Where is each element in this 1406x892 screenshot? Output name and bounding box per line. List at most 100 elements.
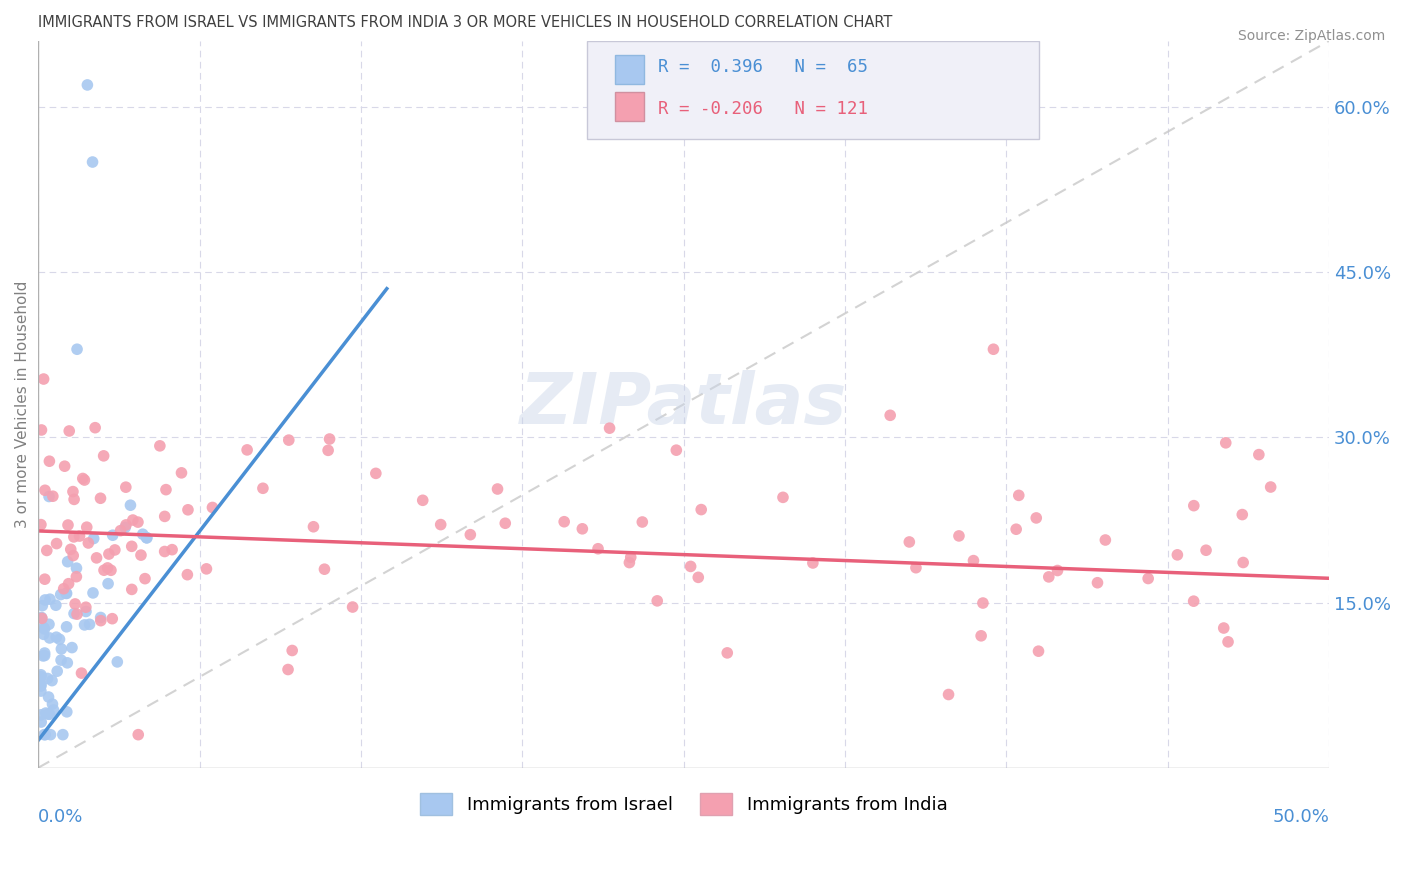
- Point: [41, 697, 63, 711]
- Point: [1005, 522, 1028, 536]
- Point: [177, 503, 200, 517]
- Point: [316, 443, 339, 458]
- Point: [70, 666, 93, 681]
- Point: [983, 343, 1005, 357]
- Point: [114, 480, 136, 494]
- Point: [34, 593, 56, 607]
- Point: [53, 459, 76, 474]
- Point: [65, 570, 87, 584]
- Point: [35, 706, 58, 720]
- Text: R = -0.206   N = 121: R = -0.206 N = 121: [658, 100, 868, 118]
- Point: [132, 527, 155, 541]
- Point: [679, 559, 702, 574]
- Point: [1212, 621, 1234, 635]
- Point: [277, 433, 299, 447]
- Point: [1038, 570, 1060, 584]
- Point: [1216, 635, 1239, 649]
- Point: [879, 409, 901, 423]
- Text: R =  0.396   N =  65: R = 0.396 N = 65: [658, 58, 868, 76]
- Point: [52, 728, 75, 742]
- Point: [342, 600, 364, 615]
- Y-axis label: 3 or more Vehicles in Household: 3 or more Vehicles in Household: [15, 281, 30, 528]
- Point: [1025, 511, 1047, 525]
- Point: [665, 443, 688, 458]
- Point: [79, 617, 101, 632]
- Point: [1028, 644, 1050, 658]
- Point: [38, 617, 60, 632]
- Point: [90, 614, 112, 628]
- Point: [72, 471, 94, 485]
- Point: [63, 492, 86, 507]
- Point: [55, 586, 77, 600]
- Point: [39, 728, 62, 742]
- Point: [32, 728, 55, 742]
- Point: [31, 611, 53, 625]
- Point: [772, 491, 794, 505]
- Point: [160, 542, 183, 557]
- Point: [121, 539, 143, 553]
- Point: [938, 688, 960, 702]
- Point: [32, 648, 55, 663]
- Point: [66, 343, 89, 357]
- Point: [38, 707, 60, 722]
- Point: [63, 607, 86, 621]
- Point: [155, 483, 177, 497]
- Point: [82, 155, 104, 169]
- Point: [129, 548, 152, 562]
- Point: [277, 663, 299, 677]
- Point: [34, 572, 56, 586]
- Point: [49, 653, 72, 667]
- Point: [1137, 572, 1160, 586]
- Point: [586, 541, 609, 556]
- Point: [429, 517, 451, 532]
- Point: [75, 605, 97, 619]
- Point: [195, 562, 218, 576]
- Point: [32, 620, 55, 634]
- Point: [97, 547, 120, 561]
- Point: [32, 372, 55, 386]
- Point: [801, 556, 824, 570]
- Point: [30, 684, 52, 698]
- Point: [121, 513, 143, 527]
- Point: [38, 690, 60, 704]
- Point: [90, 610, 112, 624]
- Point: [904, 560, 927, 574]
- Point: [32, 627, 55, 641]
- Point: [42, 703, 65, 717]
- Point: [631, 515, 654, 529]
- Point: [38, 490, 60, 504]
- Point: [51, 642, 73, 657]
- Point: [76, 78, 98, 92]
- Point: [314, 562, 336, 576]
- Point: [38, 631, 60, 645]
- Point: [34, 483, 56, 498]
- Point: [30, 677, 52, 691]
- Point: [101, 528, 124, 542]
- Point: [1046, 564, 1069, 578]
- Point: [63, 597, 86, 611]
- Point: [30, 423, 52, 437]
- Point: [49, 588, 72, 602]
- Point: [34, 622, 56, 636]
- Point: [52, 582, 75, 596]
- Point: [153, 544, 176, 558]
- Point: [688, 570, 710, 584]
- Point: [553, 515, 575, 529]
- Point: [1215, 435, 1237, 450]
- Point: [38, 592, 60, 607]
- Point: [66, 607, 89, 622]
- Point: [127, 515, 149, 529]
- Point: [30, 714, 52, 729]
- Point: [34, 728, 56, 742]
- Point: [31, 599, 53, 613]
- Text: IMMIGRANTS FROM ISRAEL VS IMMIGRANTS FROM INDIA 3 OR MORE VEHICLES IN HOUSEHOLD : IMMIGRANTS FROM ISRAEL VS IMMIGRANTS FRO…: [38, 15, 893, 30]
- Point: [201, 500, 224, 515]
- Point: [364, 467, 387, 481]
- Point: [97, 576, 120, 591]
- Point: [252, 481, 274, 495]
- Point: [65, 561, 87, 575]
- Point: [962, 553, 984, 567]
- Point: [84, 420, 107, 434]
- Point: [60, 640, 83, 655]
- Point: [55, 620, 77, 634]
